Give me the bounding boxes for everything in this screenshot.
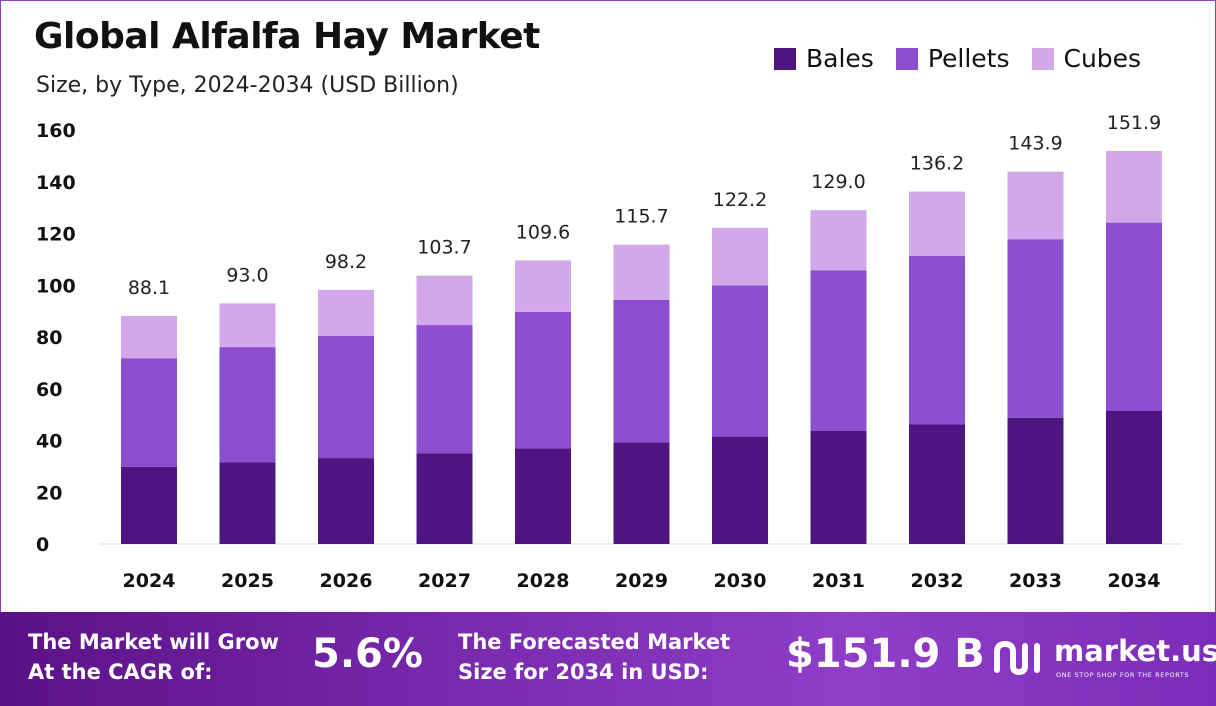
bar-segment-pellets [712, 285, 768, 437]
cagr-label-line-1: The Market will Grow [28, 630, 279, 654]
bar-segment-bales [219, 462, 276, 544]
bar-total-label: 122.2 [713, 189, 767, 211]
y-tick-label: 80 [36, 327, 62, 349]
bar-segment-cubes [909, 191, 965, 257]
bar-segment-pellets [909, 256, 965, 425]
x-tick-label: 2029 [615, 570, 668, 592]
brand-tagline: ONE STOP SHOP FOR THE REPORTS [1056, 671, 1190, 679]
bar-segment-pellets [810, 270, 867, 431]
bar-segment-pellets [1106, 222, 1162, 412]
bar-total-label: 115.7 [614, 206, 668, 228]
bar-segment-pellets [1007, 239, 1064, 418]
market-us-logo-icon [994, 640, 1040, 676]
legend-item-cubes: Cubes [1031, 44, 1142, 73]
legend-swatch-cubes [1031, 47, 1054, 70]
legend-label-pellets: Pellets [927, 44, 1010, 73]
bar-segment-cubes [121, 316, 177, 359]
bar-total-label: 88.1 [128, 277, 170, 299]
forecast-label: The Forecasted Market Size for 2034 in U… [458, 627, 730, 687]
bar-segment-pellets [318, 335, 374, 459]
bar-segment-pellets [515, 311, 571, 449]
y-tick-label: 100 [36, 275, 76, 297]
x-tick-label: 2031 [812, 570, 865, 592]
cagr-label-line-2: At the CAGR of: [28, 660, 213, 684]
bar-segment-cubes [515, 260, 571, 312]
x-tick-label: 2026 [320, 570, 373, 592]
bar-segment-cubes [318, 289, 374, 336]
cagr-value: 5.6% [312, 631, 423, 677]
bar-segment-pellets [219, 347, 276, 463]
bar-total-label: 136.2 [910, 153, 964, 175]
bar-segment-pellets [613, 299, 670, 443]
bar-total-label: 93.0 [226, 264, 268, 286]
x-tick-label: 2027 [418, 570, 471, 592]
bar-segment-bales [909, 424, 965, 544]
y-tick-label: 20 [36, 482, 62, 504]
legend-swatch-pellets [895, 47, 918, 70]
legend-item-pellets: Pellets [895, 44, 1010, 73]
bar-segment-cubes [416, 275, 473, 326]
bar-segment-bales [1106, 411, 1162, 544]
x-tick-label: 2032 [911, 570, 964, 592]
bar-segment-bales [1007, 417, 1064, 544]
bar-segment-bales [121, 466, 177, 544]
y-tick-label: 40 [36, 431, 62, 453]
forecast-value: $151.9 B [786, 631, 985, 677]
y-tick-label: 0 [36, 534, 49, 556]
bar-total-label: 129.0 [811, 171, 865, 193]
chart-title: Global Alfalfa Hay Market [34, 16, 540, 57]
legend-label-cubes: Cubes [1063, 44, 1142, 73]
bar-segment-bales [416, 453, 473, 544]
bar-segment-bales [515, 448, 571, 544]
legend-swatch-bales [774, 47, 796, 70]
bar-total-label: 143.9 [1008, 133, 1062, 155]
x-tick-label: 2024 [123, 570, 176, 592]
y-tick-label: 140 [36, 172, 76, 194]
bar-segment-cubes [712, 227, 768, 286]
bar-segment-cubes [810, 210, 867, 271]
forecast-label-line-1: The Forecasted Market [458, 630, 731, 654]
chart-subtitle: Size, by Type, 2024-2034 (USD Billion) [36, 73, 459, 98]
bar-total-label: 151.9 [1107, 112, 1161, 134]
bar-segment-cubes [613, 244, 670, 300]
brand-name: market.us [1054, 634, 1216, 668]
x-tick-label: 2030 [714, 570, 767, 592]
bar-total-label: 103.7 [417, 237, 471, 259]
cagr-label: The Market will Grow At the CAGR of: [28, 627, 279, 687]
x-tick-label: 2034 [1108, 570, 1161, 592]
bar-segment-pellets [121, 358, 177, 467]
forecast-label-line-2: Size for 2034 in USD: [458, 660, 709, 684]
x-tick-label: 2025 [221, 570, 274, 592]
bar-segment-cubes [219, 303, 276, 348]
bar-segment-bales [318, 458, 374, 544]
stacked-bar-chart: 0 20 40 60 80 100 120 140 160 2024 88.1 2025 93.0 202… [36, 112, 1182, 592]
bar-segment-cubes [1007, 171, 1064, 240]
bar-total-label: 98.2 [325, 251, 367, 273]
y-tick-label: 60 [36, 379, 62, 401]
legend-label-bales: Bales [806, 44, 874, 73]
bar-total-label: 109.6 [516, 221, 570, 243]
bar-segment-cubes [1106, 150, 1162, 223]
bar-segment-bales [810, 430, 867, 544]
x-tick-label: 2028 [517, 570, 570, 592]
legend-item-bales: Bales [774, 44, 874, 73]
bar-segment-pellets [416, 325, 473, 454]
chart-legend: Bales Pellets Cubes [774, 44, 1141, 73]
summary-banner: The Market will Grow At the CAGR of: 5.6… [0, 612, 1216, 706]
y-tick-label: 120 [36, 224, 76, 246]
y-tick-label: 160 [36, 120, 76, 142]
bar-segment-bales [613, 442, 670, 544]
bar-segment-bales [712, 436, 768, 544]
x-tick-label: 2033 [1009, 570, 1062, 592]
